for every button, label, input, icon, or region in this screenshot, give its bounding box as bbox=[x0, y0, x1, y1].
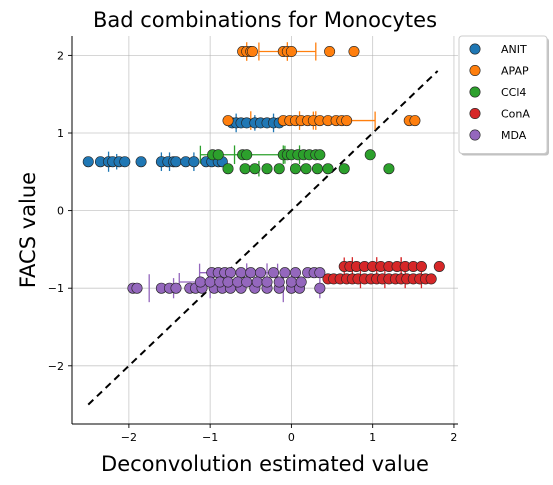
diagonal-layer bbox=[87, 70, 439, 406]
data-point bbox=[295, 276, 307, 288]
x-axis-label: Deconvolution estimated value bbox=[101, 452, 429, 476]
data-point bbox=[289, 267, 301, 279]
x-tick-label: −2 bbox=[121, 431, 137, 444]
data-point bbox=[212, 149, 224, 161]
data-point bbox=[119, 156, 131, 168]
legend-entry-label: CCl4 bbox=[501, 86, 526, 99]
axes: −2 −1 0 1 2 −2 −1 0 1 2 bbox=[48, 36, 458, 444]
legend-entry-label: ANIT bbox=[501, 43, 527, 56]
data-point bbox=[170, 156, 182, 168]
data-point bbox=[204, 276, 216, 288]
legend-entry-label: APAP bbox=[501, 65, 529, 78]
x-tick-label: −1 bbox=[202, 431, 218, 444]
data-point bbox=[341, 115, 353, 127]
data-point bbox=[170, 282, 182, 294]
data-point bbox=[338, 163, 350, 175]
data-point bbox=[131, 282, 143, 294]
data-point bbox=[222, 276, 234, 288]
data-point bbox=[311, 163, 323, 175]
data-point bbox=[222, 163, 234, 175]
data-point bbox=[285, 276, 297, 288]
y-tick-label: −1 bbox=[48, 282, 64, 295]
legend-marker bbox=[469, 43, 481, 55]
data-point bbox=[268, 267, 280, 279]
data-point bbox=[241, 276, 253, 288]
data-point bbox=[261, 276, 273, 288]
data-point bbox=[279, 267, 291, 279]
data-point bbox=[415, 260, 427, 272]
data-point bbox=[255, 267, 267, 279]
identity-diagonal-line bbox=[87, 70, 439, 406]
data-point bbox=[433, 260, 445, 272]
data-point bbox=[245, 267, 257, 279]
chart-title: Bad combinations for Monocytes bbox=[93, 8, 437, 32]
legend-box bbox=[458, 35, 548, 154]
data-point bbox=[300, 163, 312, 175]
data-point bbox=[241, 149, 253, 161]
legend-marker bbox=[469, 65, 481, 77]
legend: ANIT APAP CCl4 ConA MDA bbox=[458, 35, 549, 156]
data-point bbox=[364, 149, 376, 161]
data-point bbox=[194, 276, 206, 288]
data-point bbox=[222, 115, 234, 127]
data-point bbox=[425, 273, 437, 285]
data-point bbox=[273, 163, 285, 175]
legend-entry-label: MDA bbox=[501, 129, 527, 142]
data-point bbox=[224, 267, 236, 279]
grid-lines bbox=[72, 36, 458, 424]
data-point bbox=[188, 156, 200, 168]
legend-entry-label: ConA bbox=[501, 108, 530, 121]
data-point bbox=[249, 163, 261, 175]
data-point bbox=[383, 163, 395, 175]
data-point bbox=[314, 267, 326, 279]
data-point bbox=[261, 163, 273, 175]
data-point bbox=[314, 149, 326, 161]
y-tick-label: 2 bbox=[57, 49, 64, 62]
legend-marker bbox=[469, 129, 481, 141]
data-point bbox=[246, 46, 258, 58]
x-tick-label: 2 bbox=[450, 431, 457, 444]
data-point bbox=[82, 156, 94, 168]
data-point bbox=[251, 276, 263, 288]
y-tick-label: 0 bbox=[57, 205, 64, 218]
data-point bbox=[289, 163, 301, 175]
data-point bbox=[285, 46, 297, 58]
x-tick-label: 1 bbox=[369, 431, 376, 444]
data-point bbox=[239, 163, 251, 175]
data-point bbox=[235, 267, 247, 279]
data-point bbox=[324, 46, 336, 58]
legend-marker bbox=[469, 108, 481, 120]
y-tick-label: 1 bbox=[57, 127, 64, 140]
data-point bbox=[135, 156, 147, 168]
points-layer bbox=[82, 46, 445, 294]
y-axis-label: FACS value bbox=[16, 172, 40, 288]
data-point bbox=[314, 282, 326, 294]
data-point bbox=[273, 276, 285, 288]
data-point bbox=[348, 46, 360, 58]
y-tick-label: −2 bbox=[48, 360, 64, 373]
data-point bbox=[322, 163, 334, 175]
x-tick-label: 0 bbox=[288, 431, 295, 444]
legend-marker bbox=[469, 86, 481, 98]
data-point bbox=[409, 115, 421, 127]
